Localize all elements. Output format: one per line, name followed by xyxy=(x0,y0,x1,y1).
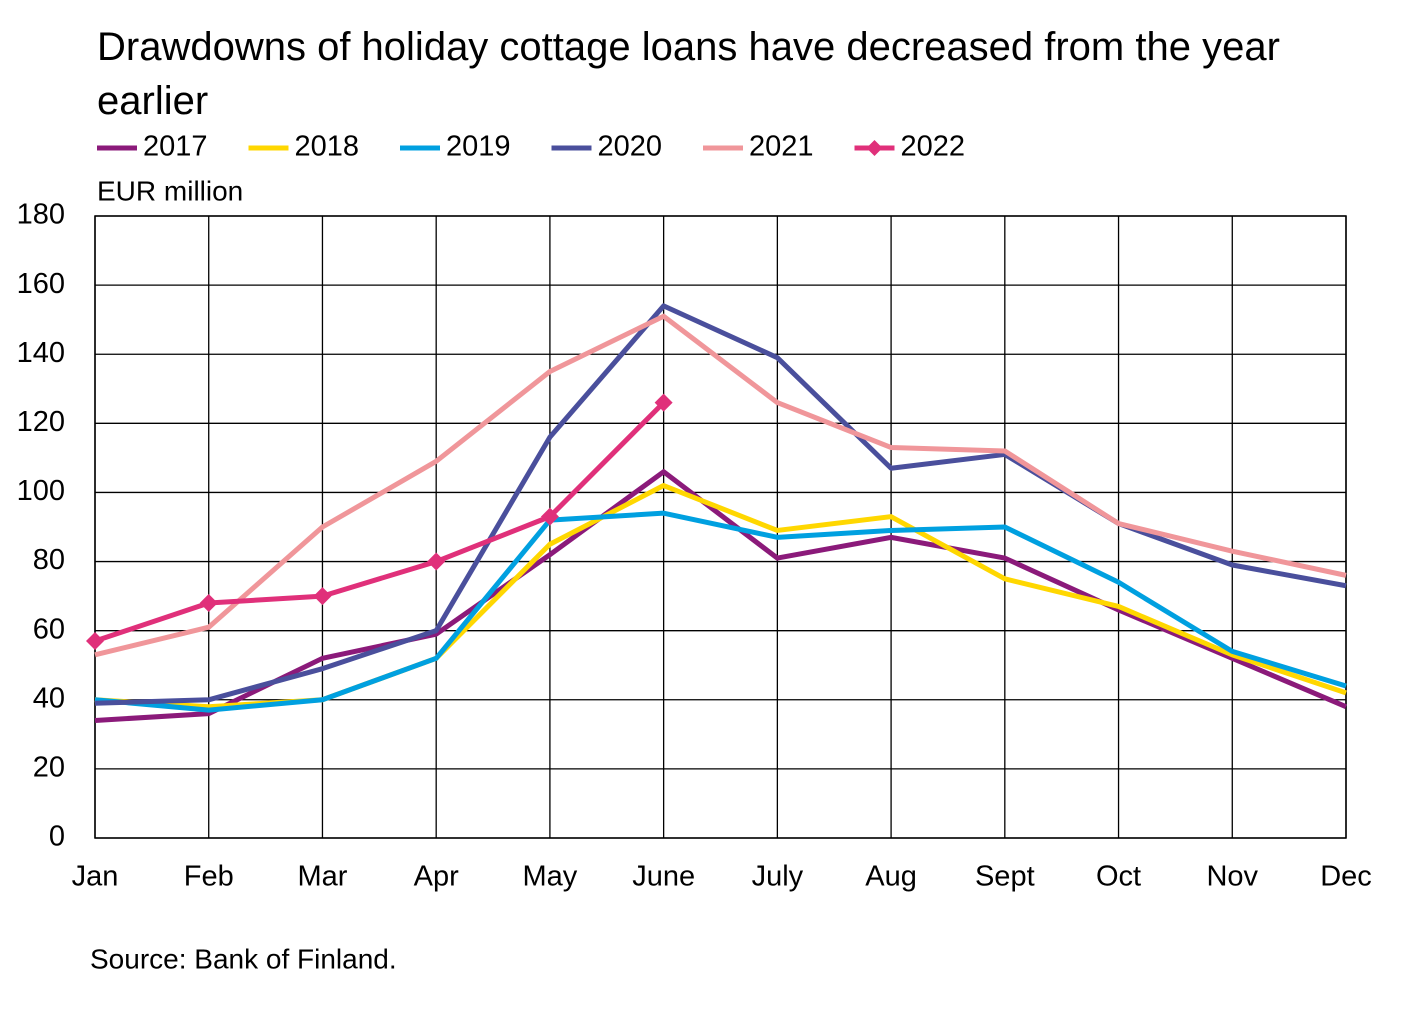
x-tick-label: Dec xyxy=(1320,861,1372,893)
legend-label: 2019 xyxy=(446,131,511,163)
legend-label: 2021 xyxy=(749,131,814,163)
y-tick-label: 80 xyxy=(33,544,65,576)
legend-marker xyxy=(866,140,883,156)
chart-title: Drawdowns of holiday cottage loans have … xyxy=(97,25,1280,123)
legend-label: 2022 xyxy=(901,131,966,163)
y-tick-label: 20 xyxy=(33,752,65,784)
y-tick-label: 0 xyxy=(49,821,65,853)
y-tick-label: 160 xyxy=(17,268,65,300)
series-line xyxy=(94,313,1347,658)
source-note: Source: Bank of Finland. xyxy=(90,943,397,974)
series-line xyxy=(94,510,1347,713)
x-tick-label: Mar xyxy=(297,861,347,893)
y-axis-label: EUR million xyxy=(97,175,243,206)
point-marker xyxy=(427,552,446,571)
point-marker xyxy=(540,507,559,526)
point-marker xyxy=(199,594,218,613)
y-tick-label: 60 xyxy=(33,613,65,645)
x-tick-label: Aug xyxy=(865,861,917,893)
legend-label: 2020 xyxy=(598,131,663,163)
x-tick-label: July xyxy=(752,861,804,893)
x-tick-label: June xyxy=(632,861,695,893)
y-tick-label: 180 xyxy=(17,199,65,231)
plot-frame xyxy=(94,215,1347,839)
legend-label: 2018 xyxy=(295,131,360,163)
point-marker xyxy=(313,587,332,606)
y-tick-label: 40 xyxy=(33,682,65,714)
y-tick-label: 140 xyxy=(17,337,65,369)
point-marker xyxy=(654,393,673,412)
legend-label: 2017 xyxy=(143,131,208,163)
y-tick-label: 100 xyxy=(17,475,65,507)
x-tick-label: Apr xyxy=(414,861,459,893)
x-tick-label: May xyxy=(523,861,578,893)
series-line xyxy=(94,303,1347,706)
x-tick-label: Jan xyxy=(72,861,119,893)
x-tick-label: Feb xyxy=(184,861,234,893)
series-line xyxy=(94,469,1347,724)
y-tick-label: 120 xyxy=(17,406,65,438)
x-tick-label: Oct xyxy=(1096,861,1141,893)
series-line xyxy=(94,400,666,644)
point-marker xyxy=(86,632,104,651)
x-tick-label: Nov xyxy=(1206,861,1258,893)
x-tick-label: Sept xyxy=(975,861,1035,893)
